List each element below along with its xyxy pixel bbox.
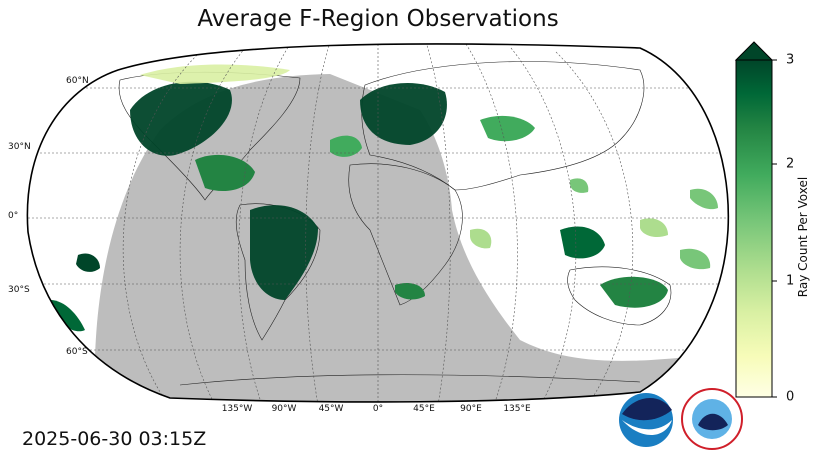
europe-asia — [361, 61, 645, 191]
lat-label-30s: 30°S — [8, 285, 30, 295]
noaa-logo — [619, 393, 673, 447]
lon-label-45e: 45°E — [413, 404, 435, 414]
colorbar-tick-3: 3 — [786, 52, 795, 68]
africa — [348, 163, 463, 306]
timestamp: 2025-06-30 03:15Z — [22, 428, 207, 450]
australia — [567, 266, 672, 326]
nws-logo — [681, 388, 743, 450]
colorbar-ticks — [772, 59, 777, 398]
lat-label-60s: 60°S — [66, 347, 88, 357]
lon-label-135w: 135°W — [221, 404, 253, 414]
lat-label-eq: 0° — [8, 211, 19, 221]
globe — [27, 43, 729, 402]
night-shade — [90, 74, 729, 402]
colorbar-tick-1: 1 — [786, 273, 795, 289]
globe-outline — [26, 43, 730, 403]
colorbar-tick-2: 2 — [786, 156, 795, 172]
colorbar-extend-arrow — [734, 41, 774, 61]
lon-label-90w: 90°W — [271, 404, 297, 414]
lat-label-60n: 60°N — [66, 76, 89, 86]
chart-title: Average F-Region Observations — [197, 6, 559, 32]
lon-label-0: 0° — [372, 404, 384, 414]
antarctica — [179, 374, 641, 386]
lat-label-30n: 30°N — [8, 142, 31, 152]
colorbar-label: Ray Count Per Voxel — [796, 176, 810, 298]
lon-label-135e: 135°E — [503, 404, 531, 414]
lon-label-90e: 90°E — [460, 404, 482, 414]
colorbar — [735, 59, 773, 398]
observation-patches — [50, 64, 718, 332]
graticule — [28, 43, 729, 402]
colorbar-tick-0: 0 — [786, 389, 795, 405]
lon-label-45w: 45°W — [318, 404, 344, 414]
